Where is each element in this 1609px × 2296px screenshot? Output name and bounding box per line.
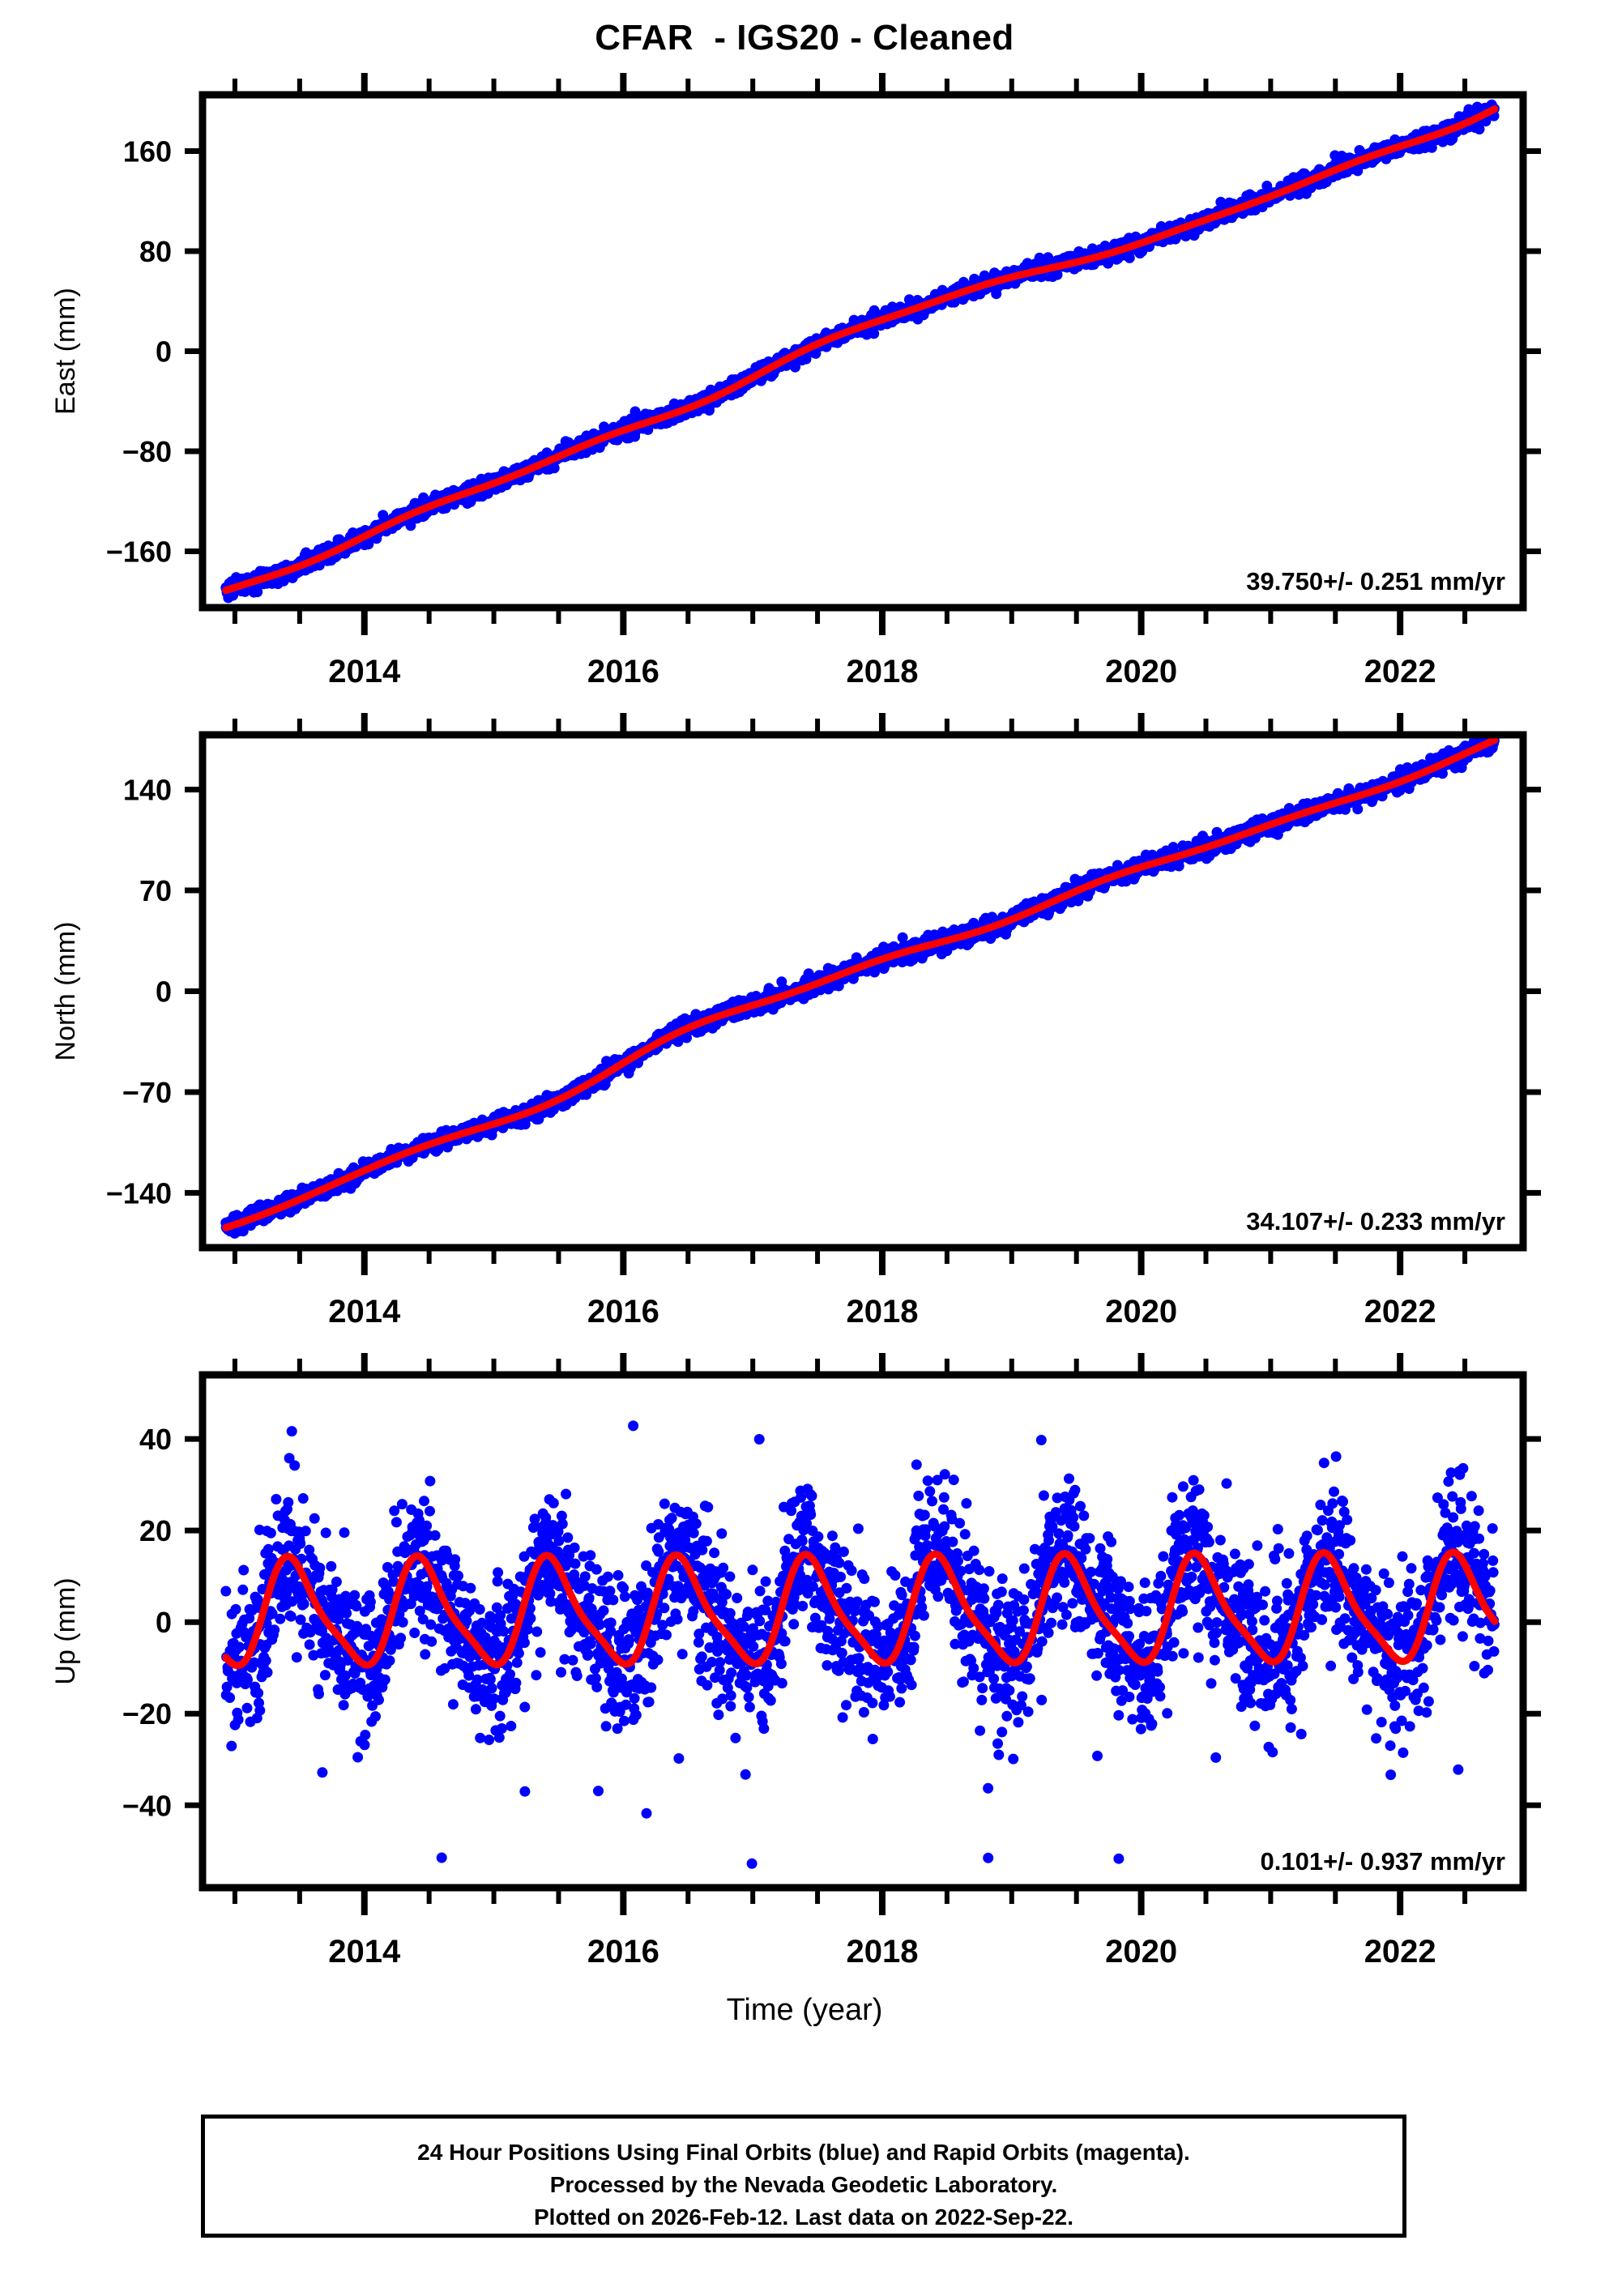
- data-points-final-orbits: [220, 735, 1500, 1239]
- y-tick-label: 140: [123, 774, 172, 807]
- rate-annotation: 0.101+/- 0.937 mm/yr: [1261, 1847, 1505, 1876]
- panel-north: 140 70 0 −70 −140 2014 2016 2018 2020 2022 North (…: [0, 713, 1609, 1353]
- x-tick-label: 2022: [1364, 654, 1436, 689]
- page-title: CFAR - IGS20 - Cleaned: [595, 18, 1014, 58]
- x-tick-label: 2016: [587, 1934, 659, 1970]
- caption-box: 24 Hour Positions Using Final Orbits (bl…: [201, 2115, 1406, 2238]
- y-tick-label: 160: [123, 134, 172, 168]
- y-tick-label: 40: [139, 1423, 172, 1456]
- panel-east: 160 80 0 −80 −160 2014 2016 2018 2020 2022 East (m…: [0, 73, 1609, 713]
- y-tick-label: 80: [139, 235, 172, 268]
- x-tick-label: 2016: [587, 1294, 659, 1329]
- y-tick-label: 0: [156, 1606, 172, 1639]
- data-layer-north: [220, 735, 1500, 1239]
- x-tick-label: 2014: [328, 654, 401, 689]
- caption-line-1: 24 Hour Positions Using Final Orbits (bl…: [417, 2140, 1190, 2165]
- x-tick-label: 2016: [587, 654, 659, 689]
- y-axis-title: East (mm): [50, 288, 81, 415]
- data-points-final-orbits: [220, 99, 1500, 604]
- y-tick-label: −80: [122, 435, 172, 468]
- model-fit-line: [222, 736, 1499, 1231]
- y-tick-label: −140: [106, 1176, 172, 1210]
- x-tick-label: 2022: [1364, 1934, 1436, 1970]
- y-tick-label: −70: [122, 1076, 172, 1109]
- model-fit-line: [222, 1548, 1499, 1670]
- x-tick-label: 2020: [1105, 1294, 1177, 1329]
- y-tick-label: 20: [139, 1514, 172, 1547]
- y-tick-label: 0: [156, 335, 172, 369]
- x-tick-label: 2018: [846, 1294, 918, 1329]
- model-fit-line: [222, 105, 1499, 595]
- plot-up: 40 20 0 −20 −40 2014 2016 2018 2020 2022 Up (mm) 0.…: [50, 1353, 1541, 1970]
- x-tick-label: 2018: [846, 654, 918, 689]
- x-tick-label: 2014: [328, 1294, 401, 1329]
- y-axis-title: Up (mm): [50, 1577, 81, 1684]
- x-tick-label: 2018: [846, 1934, 918, 1970]
- data-points-final-orbits: [220, 1426, 1500, 1869]
- y-tick-label: 0: [156, 975, 172, 1009]
- panel-up: 40 20 0 −20 −40 2014 2016 2018 2020 2022 Up (mm) 0.…: [0, 1353, 1609, 1993]
- plot-east: 160 80 0 −80 −160 2014 2016 2018 2020 2022 East (m…: [50, 73, 1541, 689]
- caption-line-3: Plotted on 2026-Feb-12. Last data on 202…: [534, 2204, 1073, 2230]
- x-tick-label: 2020: [1105, 1934, 1177, 1970]
- y-tick-label: −40: [122, 1789, 172, 1822]
- plot-north: 140 70 0 −70 −140 2014 2016 2018 2020 2022 North (…: [50, 713, 1541, 1329]
- x-axis-title: Time (year): [726, 1993, 883, 2027]
- data-layer-east: [220, 99, 1500, 604]
- x-tick-label: 2022: [1364, 1294, 1436, 1329]
- caption-line-2: Processed by the Nevada Geodetic Laborat…: [549, 2172, 1058, 2197]
- x-tick-label: 2020: [1105, 654, 1177, 689]
- data-layer-up: [220, 1420, 1500, 1869]
- y-axis-title: North (mm): [50, 922, 81, 1061]
- y-tick-label: −20: [122, 1697, 172, 1731]
- rate-annotation: 39.750+/- 0.251 mm/yr: [1246, 567, 1505, 595]
- y-tick-label: −160: [106, 536, 172, 569]
- plot-frame: [198, 1371, 1527, 1892]
- rate-annotation: 34.107+/- 0.233 mm/yr: [1246, 1207, 1505, 1235]
- x-tick-label: 2014: [328, 1934, 401, 1970]
- y-tick-label: 70: [139, 874, 172, 907]
